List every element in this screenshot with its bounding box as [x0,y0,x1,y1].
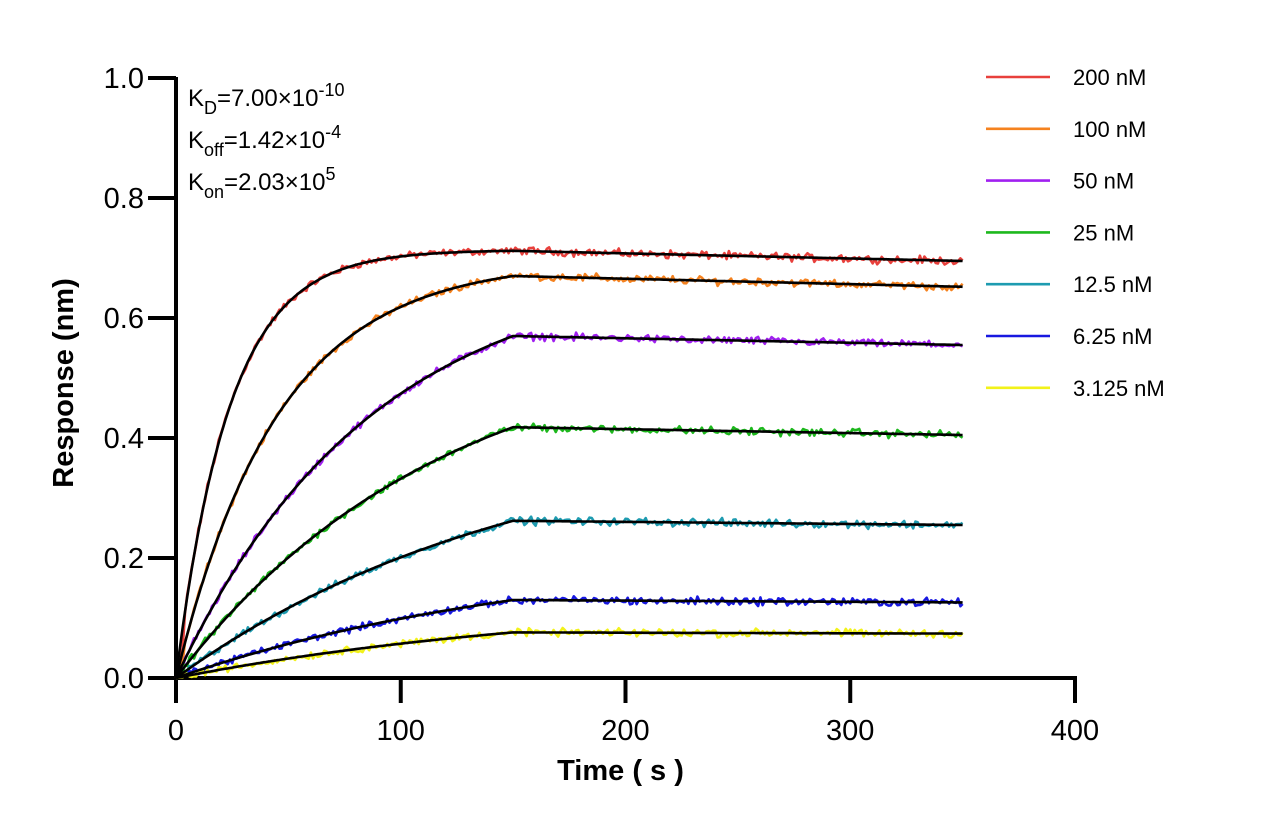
fit-curve-25-nm [174,425,963,679]
measured-curve-3.125-nm [175,626,964,680]
x-tick-label: 300 [826,715,874,747]
fit-curve-3.125-nm [175,631,963,680]
measured-curve-12.5-nm [175,515,964,680]
y-tick-label: 0.6 [104,303,144,335]
legend-label-6.25-nm: 6.25 nM [1073,324,1153,349]
x-tick-label: 400 [1051,715,1099,747]
legend-label-12.5-nm: 12.5 nM [1073,272,1153,297]
fit-curve-100-nm [174,274,963,679]
y-tick-label: 0.8 [104,183,144,215]
kinetic-constants: KD=7.00×10-10 Koff=1.42×10-4 Kon=2.03×105 [188,80,344,202]
measured-curve-6.25-nm [175,595,964,680]
fit-curves [174,249,963,680]
legend: 200 nM 100 nM 50 nM 25 nM 12.5 nM 6.25 nM 3.12… [986,65,1165,401]
fit-curve-6.25-nm [175,598,963,680]
axes: 0.0 0.2 0.4 0.6 0.8 1.0 0 100 200 300 400 Time ( s … [48,63,1099,787]
kinetic-constant-on: Kon=2.03×105 [188,164,336,202]
y-tick-label: 0.4 [104,423,144,455]
fit-curve-50-nm [174,334,963,679]
legend-label-50-nm: 50 nM [1073,169,1134,194]
x-tick-label: 0 [168,715,184,747]
fit-curve-12.5-nm [175,519,963,680]
legend-label-200-nm: 200 nM [1073,65,1146,90]
kinetic-constant-off: Koff=1.42×10-4 [188,122,341,160]
y-tick-label: 1.0 [104,63,144,95]
x-tick-label: 100 [377,715,425,747]
y-tick-label: 0.0 [104,663,144,695]
measured-curve-100-nm [174,272,964,679]
measured-curves [174,246,964,680]
measured-curve-50-nm [174,331,964,679]
y-tick-label: 0.2 [104,543,144,575]
x-tick-label: 200 [601,715,649,747]
measured-curve-200-nm [174,246,964,679]
legend-label-3.125-nm: 3.125 nM [1073,376,1165,401]
y-axis-title: Response (nm) [48,278,80,487]
legend-label-100-nm: 100 nM [1073,117,1146,142]
x-axis-title: Time ( s ) [557,755,684,787]
legend-label-25-nm: 25 nM [1073,220,1134,245]
kinetic-constant-d: KD=7.00×10-10 [188,80,344,118]
fit-curve-200-nm [174,249,963,679]
